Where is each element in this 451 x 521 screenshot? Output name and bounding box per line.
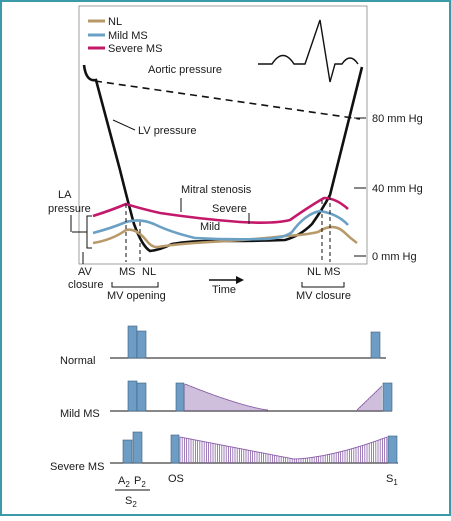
- mild-label: Mild: [200, 221, 220, 233]
- aortic-pressure-label: Aortic pressure: [148, 64, 222, 76]
- s2-label: S2: [125, 495, 137, 509]
- murmur-mild-presystolic: [356, 385, 383, 411]
- time-arrow-head: [236, 276, 244, 284]
- nl-open-label: NL: [142, 266, 156, 278]
- murmur-envelope: [356, 385, 383, 411]
- ms-open-label: MS: [119, 266, 136, 278]
- os-sound-mild: [175, 382, 185, 412]
- lv-pressure-label: LV pressure: [138, 125, 197, 137]
- legend: NL Mild MS Severe MS: [88, 16, 162, 55]
- s1-sound-normal: [370, 331, 381, 359]
- s1-sound-mild: [382, 382, 393, 412]
- p2-sound-severe: [132, 431, 143, 464]
- severe-label: Severe: [212, 203, 247, 215]
- mv-opening-bracket: [111, 282, 159, 288]
- tick-80-label: 80 mm Hg: [372, 113, 423, 125]
- mv-closure-label: MV closure: [296, 290, 351, 302]
- la-label-1: LA: [58, 189, 72, 201]
- aortic-pressure-line: [94, 80, 361, 120]
- av-closure-label-1: AV: [78, 266, 93, 278]
- mitral-stenosis-label: Mitral stenosis: [181, 184, 252, 196]
- legend-label-mild: Mild MS: [108, 30, 148, 42]
- av-closure-label-2: closure: [68, 279, 103, 291]
- tick-40-label: 40 mm Hg: [372, 183, 423, 195]
- murmur-envelope: [184, 383, 269, 411]
- legend-label-severe: Severe MS: [108, 43, 162, 55]
- time-label: Time: [212, 284, 236, 296]
- a2-sound-severe: [122, 439, 133, 464]
- row-label-normal: Normal: [60, 355, 95, 367]
- os-sound-severe: [170, 434, 180, 464]
- os-label: OS: [168, 473, 184, 485]
- s1-sound-severe: [387, 435, 398, 464]
- tick-0-label: 0 mm Hg: [372, 251, 417, 263]
- p2-label: P2: [134, 475, 146, 489]
- a2-sound-normal: [127, 325, 138, 359]
- murmur-severe: [179, 436, 388, 463]
- mv-opening-label: MV opening: [107, 290, 166, 302]
- ecg-trace: [258, 19, 359, 83]
- la-label-2: pressure: [48, 203, 91, 215]
- la-pressure-normal: [92, 225, 358, 249]
- p2-sound-normal: [136, 330, 147, 359]
- p2-sound-mild: [136, 382, 147, 412]
- murmur-envelope: [179, 436, 388, 460]
- pressure-scale: 80 mm Hg 40 mm Hg 0 mm Hg: [354, 113, 423, 263]
- ms-close-label: MS: [324, 266, 341, 278]
- la-pressure-mild: [92, 209, 349, 241]
- nl-close-label: NL: [307, 266, 321, 278]
- murmur-mild-diastolic: [184, 383, 269, 411]
- a2-label: A2: [118, 475, 130, 489]
- legend-label-nl: NL: [108, 16, 122, 28]
- lv-pressure-leader: [112, 119, 136, 131]
- a2-sound-mild: [127, 380, 138, 412]
- s1-label: S1: [386, 473, 398, 487]
- row-label-mild: Mild MS: [60, 408, 100, 420]
- mv-closure-bracket: [301, 282, 345, 288]
- phonocardiogram: Normal Mild MS Severe MS A2 P2 S2 OS S1: [50, 325, 398, 509]
- row-label-severe: Severe MS: [50, 461, 104, 473]
